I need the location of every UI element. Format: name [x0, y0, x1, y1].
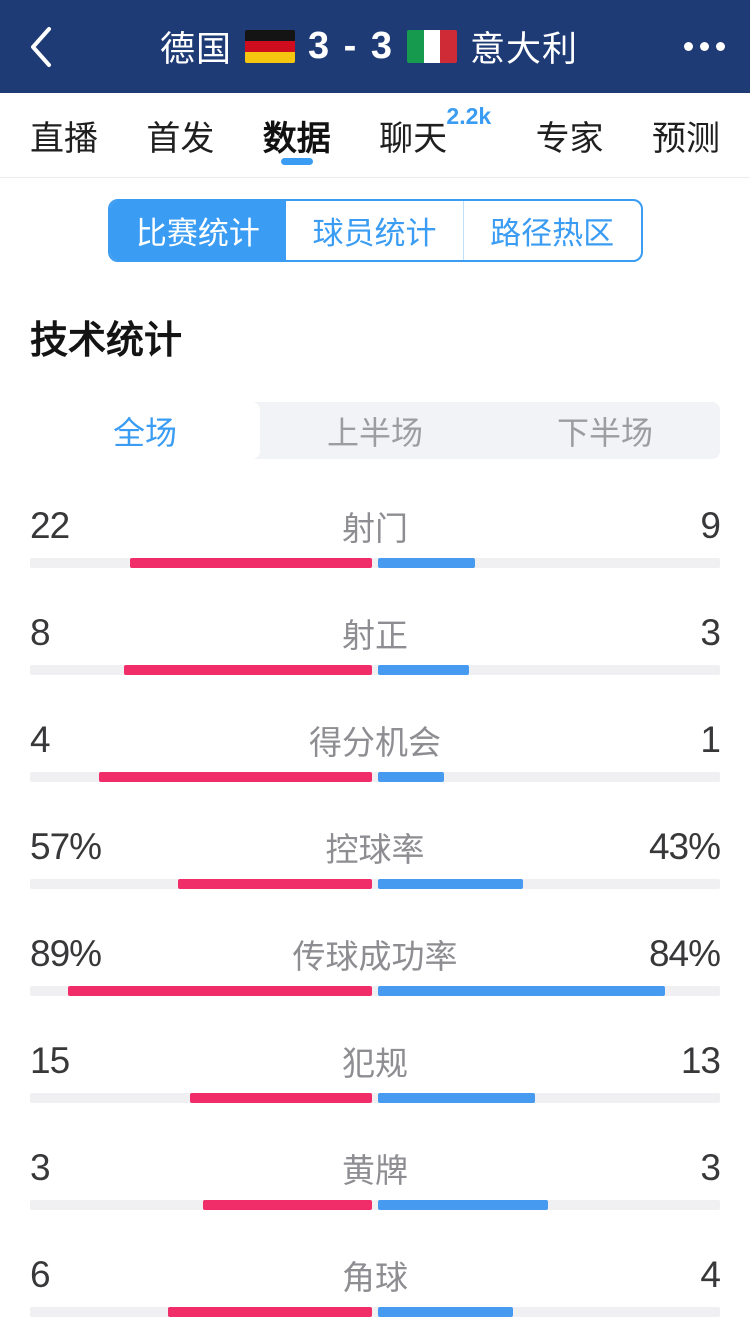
away-value: 43%: [648, 826, 721, 867]
home-bar: [202, 1200, 372, 1210]
stat-bar-track: [30, 1307, 720, 1317]
segment-match-stats[interactable]: 比赛统计: [109, 201, 287, 260]
away-bar: [378, 986, 665, 996]
period-tab-bar: 全场 上半场 下半场: [30, 402, 720, 459]
period-first-half[interactable]: 上半场: [326, 414, 423, 451]
stat-row: 22 射门 9: [30, 472, 721, 579]
home-value: 3: [30, 1147, 51, 1188]
score: 3 - 3: [307, 25, 395, 67]
period-second-half[interactable]: 下半场: [556, 414, 653, 451]
away-bar: [378, 1200, 548, 1210]
stat-label: 控球率: [325, 831, 425, 868]
stat-bar-track: [30, 879, 720, 889]
stat-bar-track: [30, 986, 720, 996]
active-tab-underline: [280, 157, 313, 165]
tab-expert[interactable]: 专家: [535, 119, 604, 158]
home-bar: [124, 665, 372, 675]
away-bar: [378, 558, 476, 568]
away-value: 1: [700, 719, 721, 760]
stat-row: 57% 控球率 43%: [30, 793, 721, 900]
home-bar: [67, 986, 372, 996]
stat-bar-track: [30, 772, 720, 782]
stat-bar-track: [30, 665, 720, 675]
header: 德国 3 - 3 意大利: [0, 0, 750, 93]
stat-label: 角球: [342, 1259, 408, 1296]
more-button[interactable]: [669, 17, 725, 77]
away-value: 13: [680, 1040, 721, 1081]
stat-bar-track: [30, 1200, 720, 1210]
home-bar: [130, 558, 372, 568]
home-value: 89%: [30, 933, 102, 974]
away-value: 84%: [648, 933, 721, 974]
stat-bar-track: [30, 1093, 720, 1103]
away-bar: [378, 665, 470, 675]
home-bar: [99, 772, 372, 782]
stat-type-switcher: 比赛统计 球员统计 路径热区: [0, 199, 750, 262]
period-full[interactable]: 全场: [30, 402, 260, 459]
stat-label: 犯规: [342, 1045, 408, 1082]
home-bar: [190, 1093, 372, 1103]
home-value: 15: [30, 1040, 70, 1081]
section-title: 技术统计: [30, 320, 183, 362]
stat-row: 6 角球 4: [30, 1221, 721, 1328]
tab-lineup[interactable]: 首发: [146, 119, 215, 158]
home-value: 22: [30, 505, 70, 546]
home-value: 6: [30, 1254, 51, 1295]
stat-row: 89% 传球成功率 84%: [30, 900, 721, 1007]
home-value: 8: [30, 612, 51, 653]
home-bar: [168, 1307, 372, 1317]
segment-heatmap[interactable]: 路径热区: [462, 201, 641, 260]
stats-list: 22 射门 9 8 射正 3 4 得分机会 1 57% 控球率 43% 89% 传球成功率 84% 15 犯规 1…: [0, 472, 750, 1328]
home-bar: [178, 879, 372, 889]
home-value: 57%: [30, 826, 102, 867]
tab-data[interactable]: 数据: [263, 93, 331, 178]
tab-predict[interactable]: 预测: [651, 119, 720, 158]
away-value: 4: [700, 1254, 721, 1295]
stat-label: 传球成功率: [292, 938, 458, 975]
stat-row: 8 射正 3: [30, 579, 721, 686]
stat-label: 射正: [342, 617, 408, 654]
italy-flag-icon: [407, 30, 458, 63]
tab-live[interactable]: 直播: [30, 119, 98, 158]
tab-chat[interactable]: 聊天 2.2k: [379, 102, 492, 158]
back-button[interactable]: [25, 17, 69, 77]
away-bar: [378, 772, 444, 782]
match-title: 德国 3 - 3 意大利: [160, 21, 578, 72]
stat-row: 4 得分机会 1: [30, 686, 721, 793]
nav-tab-bar: 直播 首发 数据 聊天 2.2k 专家 预测: [0, 93, 750, 178]
home-value: 4: [30, 719, 51, 760]
away-bar: [378, 1307, 513, 1317]
stat-label: 黄牌: [342, 1152, 408, 1189]
chevron-left-icon: [31, 26, 51, 67]
away-value: 3: [700, 612, 721, 653]
home-team-name: 德国: [159, 30, 232, 69]
away-team-name: 意大利: [470, 30, 579, 69]
germany-flag-icon: [244, 30, 295, 63]
stat-label: 射门: [342, 510, 408, 547]
segment-player-stats[interactable]: 球员统计: [312, 216, 437, 251]
away-value: 3: [700, 1147, 721, 1188]
away-value: 9: [700, 505, 721, 546]
stat-bar-track: [30, 558, 720, 568]
away-bar: [378, 879, 524, 889]
away-bar: [378, 1093, 536, 1103]
stat-row: 15 犯规 13: [30, 1007, 721, 1114]
ellipsis-icon: [683, 42, 693, 51]
chat-count-badge: 2.2k: [446, 102, 492, 129]
stat-label: 得分机会: [309, 724, 441, 761]
stat-row: 3 黄牌 3: [30, 1114, 721, 1221]
